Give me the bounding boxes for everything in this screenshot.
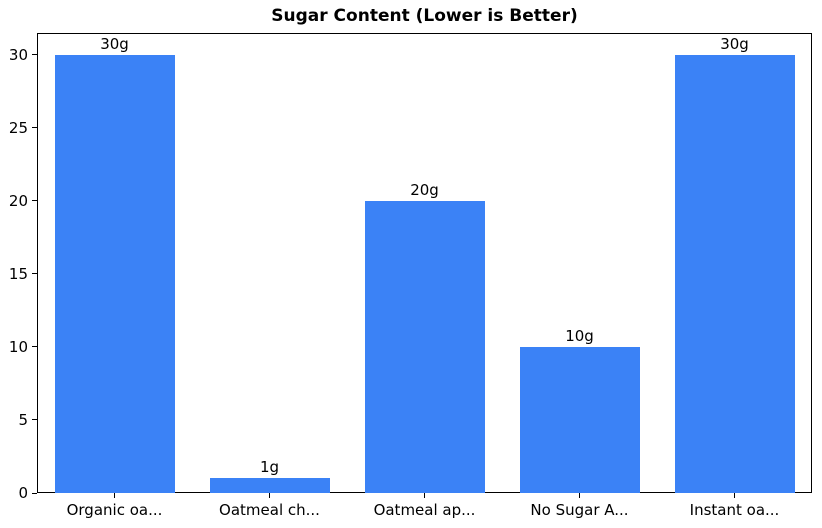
chart-title: Sugar Content (Lower is Better): [271, 6, 578, 26]
y-axis-tick-label: 30: [8, 45, 28, 64]
y-tick-mark: [32, 273, 37, 275]
y-axis-tick-label: 10: [8, 337, 28, 356]
bar: [674, 54, 795, 493]
x-axis-tick-label: Organic oa...: [66, 501, 163, 519]
x-axis-tick-label: Oatmeal ap...: [373, 501, 476, 519]
x-tick-mark: [269, 493, 270, 498]
bar: [519, 346, 640, 493]
x-tick-mark: [579, 493, 580, 498]
y-tick-mark: [32, 54, 37, 56]
x-axis-tick-label: Oatmeal ch...: [219, 501, 320, 519]
x-axis-tick-label: Instant oa...: [689, 501, 780, 519]
y-tick-mark: [32, 200, 37, 202]
y-tick-mark: [32, 127, 37, 129]
bar-value-label: 1g: [259, 458, 280, 477]
x-tick-mark: [734, 493, 735, 498]
x-tick-mark: [424, 493, 425, 498]
bar: [209, 478, 330, 493]
y-axis-tick-label: 20: [8, 191, 28, 210]
y-axis-tick-label: 0: [18, 484, 28, 502]
y-tick-mark: [32, 346, 37, 348]
y-tick-mark: [32, 419, 37, 421]
bar-value-label: 10g: [565, 326, 594, 345]
bar-value-label: 30g: [100, 34, 129, 53]
y-axis-tick-label: 25: [8, 118, 28, 137]
y-tick-mark: [32, 492, 37, 494]
y-axis-tick-label: 5: [18, 410, 28, 429]
bar: [54, 54, 175, 493]
x-tick-mark: [114, 493, 115, 498]
bar: [364, 200, 485, 493]
y-axis-tick-label: 15: [8, 264, 28, 283]
bar-value-label: 30g: [720, 34, 749, 53]
x-axis-tick-label: No Sugar A...: [530, 501, 629, 519]
bar-value-label: 20g: [410, 180, 439, 199]
